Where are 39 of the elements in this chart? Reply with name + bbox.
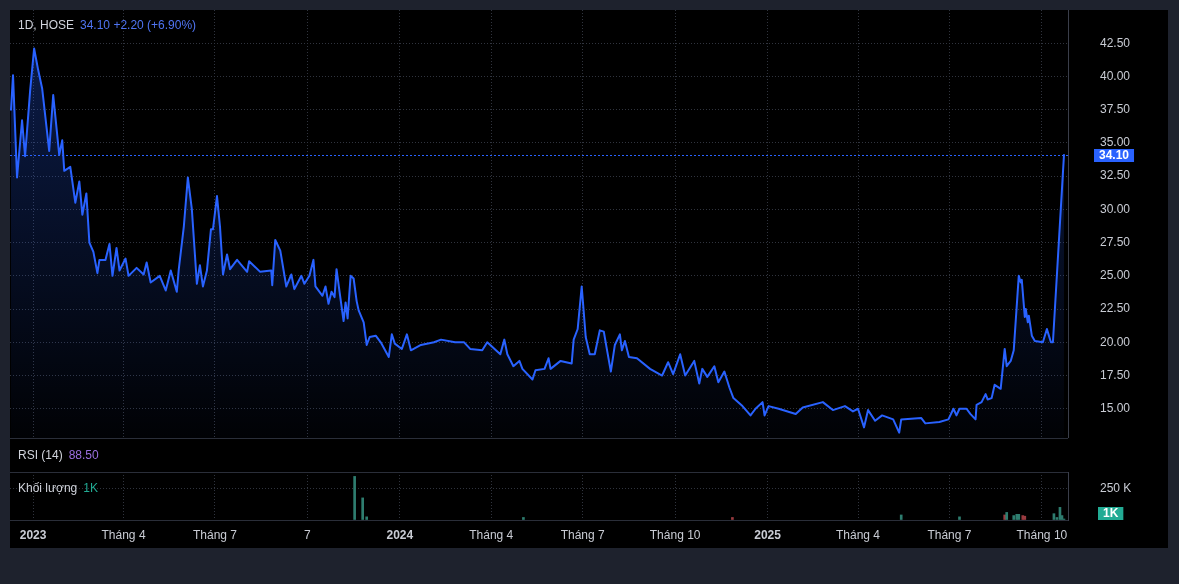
x-tick-label: Tháng 10 [649,527,701,542]
x-tick-label: 7 [304,527,312,542]
text: Khối lượng [18,481,78,495]
bar [731,517,734,520]
x-tick-label: Tháng 7 [927,527,972,542]
x-tick-label: 2025 [754,527,782,542]
y-tick-label: 20.00 [1100,334,1131,349]
x-tick-label: Tháng 7 [560,527,606,542]
y-tick-label: 35.00 [1100,135,1131,150]
y-tick-label: 42.50 [1100,35,1131,50]
y-tick-label: 22.50 [1100,301,1131,316]
y-tick-label: 250 K [1100,480,1132,495]
x-tick-label: Tháng 10 [1016,527,1068,542]
text: 34.10 +2.20 (+6.90%) [80,18,197,32]
bar [353,476,356,520]
annotation: 1K [83,481,98,495]
text: RSI (14) [18,448,63,462]
bar [899,514,903,520]
y-tick-label: 37.50 [1100,102,1131,116]
ref-line-label: 34.10 [1099,148,1130,163]
y-tick-label: 15.00 [1100,401,1131,416]
text: 88.50 [68,448,99,462]
x-tick-label: Tháng 4 [469,527,514,542]
y-tick-label: 32.50 [1100,168,1131,183]
y-tick-label: 27.50 [1100,234,1131,249]
x-tick-label: Tháng 7 [192,527,238,542]
text: 1K [1103,506,1119,521]
x-tick-label: 2024 [386,527,414,542]
y-tick-label: 30.00 [1100,201,1131,216]
x-tick-label: 2023 [19,527,47,542]
bar [361,497,364,520]
x-tick-label: Tháng 4 [835,527,881,542]
bar [522,517,525,520]
text: 1D, HOSE [18,18,75,32]
y-tick-label: 25.00 [1100,268,1131,283]
bar [958,516,961,520]
y-tick-label: 17.50 [1100,367,1131,382]
y-tick-label: 40.00 [1100,68,1131,83]
x-tick-label: Tháng 4 [101,527,146,542]
